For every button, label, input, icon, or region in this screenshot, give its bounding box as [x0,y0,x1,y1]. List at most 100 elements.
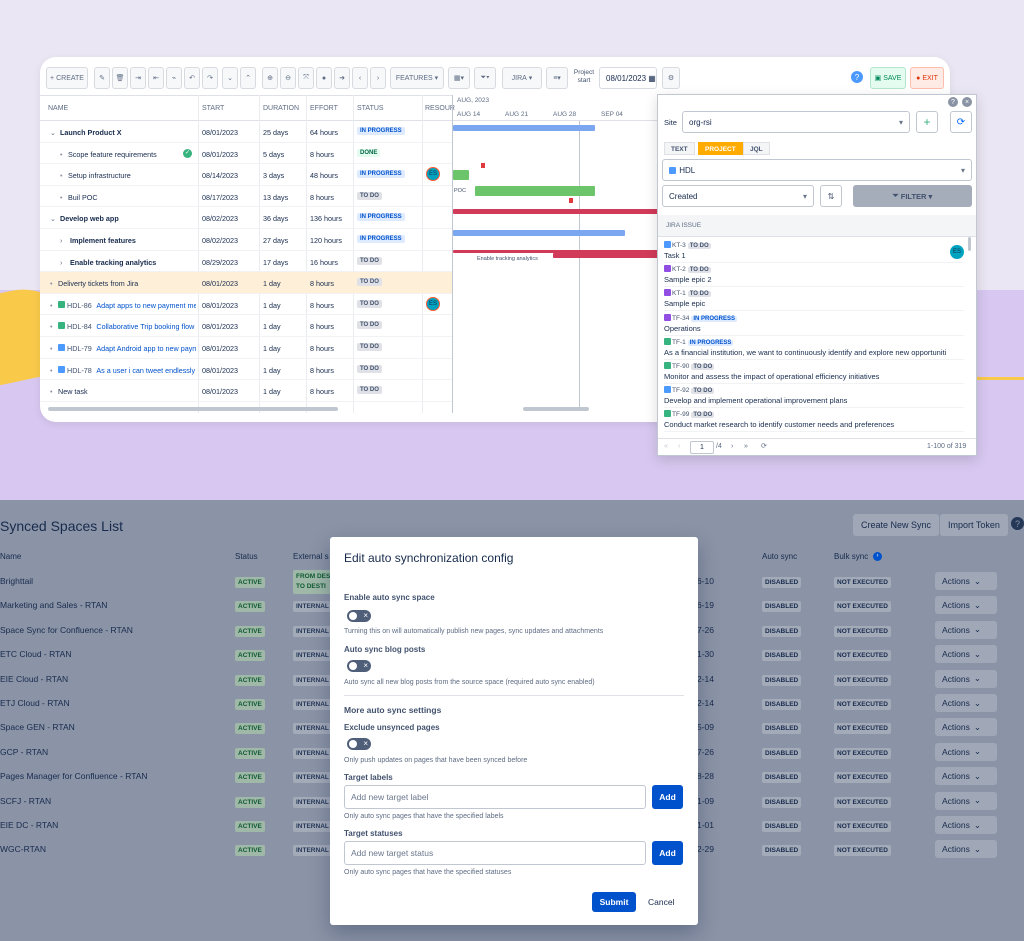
space-name[interactable]: EIE DC - RTAN [0,820,59,830]
zoom-out-icon[interactable]: ⊖ [280,67,296,89]
zoom-in-icon[interactable]: ⊕ [262,67,278,89]
more-dropdown[interactable]: ≡▾ [546,67,568,89]
col-resource[interactable]: RESOUR [425,105,455,112]
today-icon[interactable]: ● [316,67,332,89]
jira-issue-row[interactable]: TF-90 TO DO Monitor and assess the impact … [664,360,964,384]
space-name[interactable]: GCP - RTAN [0,746,49,757]
add-target-status-button[interactable]: Add [652,841,683,865]
filter-button[interactable]: ⏷ FILTER ▾ [853,185,972,207]
task-row[interactable]: ⌄ Develop web app 08/02/2023 36 days 136 hou… [40,207,452,229]
close-icon[interactable]: × [962,97,972,107]
next-icon[interactable]: ➜ [334,67,350,89]
target-label-input[interactable]: Add new target label [344,785,646,809]
task-row[interactable]: • HDL-79 Adapt Android app to new payme 08/… [40,337,452,359]
redo-icon[interactable]: ↷ [202,67,218,89]
expand-chevron-icon[interactable]: › [60,257,63,267]
actions-dropdown[interactable]: Actions ⌄ [935,742,997,761]
expand-chevron-icon[interactable]: › [60,236,63,245]
actions-dropdown[interactable]: Actions ⌄ [935,718,997,737]
space-name[interactable]: Pages Manager for Confluence - RTAN [0,771,148,782]
gantt-bar-implement[interactable] [453,230,625,236]
space-name[interactable]: Marketing and Sales - RTAN [0,600,108,611]
create-new-sync-button[interactable]: Create New Sync [853,514,940,536]
outdent-icon[interactable]: ⇤ [148,67,164,89]
expand-icon[interactable]: ⌄ [222,67,238,89]
undo-icon[interactable]: ↶ [184,67,200,89]
gantt-bar-develop[interactable] [453,209,658,214]
cancel-button[interactable]: Cancel [648,897,675,907]
page-input[interactable]: 1 [690,441,714,454]
task-row[interactable]: › Enable tracking analytics 08/29/2023 17 d… [40,251,452,273]
gantt-bar-setup[interactable] [453,170,469,180]
jira-issue-row[interactable]: TF-99 TO DO Conduct market research to ide… [664,408,964,433]
sort-select[interactable]: Created ▾ [662,185,814,207]
create-button[interactable]: + CREATE [46,67,88,89]
enable-auto-sync-toggle[interactable]: × [347,610,371,622]
actions-dropdown[interactable]: Actions ⌄ [935,669,997,688]
task-row[interactable]: • HDL-78 As a user i can tweet endlessly a… [40,359,452,381]
tab-jql[interactable]: JQL [743,142,770,155]
col-status[interactable]: STATUS [357,105,384,112]
help-icon[interactable]: ? [851,71,863,83]
project-select[interactable]: HDL ▾ [662,159,972,181]
collapse-icon[interactable]: ⌃ [240,67,256,89]
jira-issue-row[interactable]: KT-3 TO DO Task 1 ES [664,239,964,263]
space-name[interactable]: ETJ Cloud - RTAN [0,698,70,708]
task-row[interactable]: • Setup infrastructure 08/14/2023 3 days 48 … [40,164,452,186]
jira-dropdown[interactable]: JIRA ▾ [502,67,542,89]
grid-scrollbar[interactable] [48,407,338,411]
space-name[interactable]: Space Sync for Confluence - RTAN [0,624,133,635]
space-name[interactable]: EIE Cloud - RTAN [0,673,69,684]
space-name[interactable]: Space GEN - RTAN [0,722,75,733]
col-effort[interactable]: EFFORT [310,105,338,112]
task-row[interactable]: • New task 08/01/2023 1 day 8 hours TO DO [40,380,452,402]
task-row[interactable]: • Deliverty tickets from Jira 08/01/2023 1 … [40,272,452,294]
jira-issue-row[interactable]: KT-1 TO DO Sample epic [664,287,964,312]
blog-posts-toggle[interactable]: × [347,660,371,672]
refresh-icon[interactable]: ⟳ [950,111,972,133]
gantt-bar-launch[interactable] [453,125,595,131]
panel-help-icon[interactable]: ? [948,97,958,107]
link-icon[interactable]: ⌁ [166,67,182,89]
info-icon[interactable]: › [873,552,882,561]
actions-dropdown[interactable]: Actions ⌄ [935,572,997,590]
tab-text[interactable]: TEXT [664,142,695,155]
refresh-page-icon[interactable]: ⟳ [761,443,767,450]
task-row[interactable]: • HDL-86 Adapt apps to new payment met 08/0… [40,294,452,316]
sort-order-icon[interactable]: ⇅ [820,185,842,207]
space-name[interactable]: Brighttail [0,576,34,586]
jira-issue-row[interactable]: KT-2 TO DO Sample epic 2 [664,263,964,288]
actions-dropdown[interactable]: Actions ⌄ [935,816,997,834]
task-row[interactable]: • Scope feature requirements ✓ 08/01/2023 5 … [40,143,452,165]
site-select[interactable]: org-rsi ▾ [682,111,910,133]
add-site-button[interactable]: + [916,111,938,133]
settings-gear-icon[interactable]: ⚙ [662,67,680,89]
project-start-date[interactable]: 08/01/2023 ▦ [599,67,657,89]
actions-dropdown[interactable]: Actions ⌄ [935,767,997,786]
task-row[interactable]: • HDL-84 Collaborative Trip booking flow 08… [40,315,452,337]
exit-button[interactable]: ● EXIT [910,67,944,89]
expand-chevron-icon[interactable]: ⌄ [50,128,57,137]
submit-button[interactable]: Submit [592,892,636,912]
col-duration[interactable]: DURATION [263,105,300,112]
task-row[interactable]: › Implement features 08/02/2023 27 days 120 … [40,229,452,251]
tab-project[interactable]: PROJECT [698,142,743,155]
jira-issue-row[interactable]: TF-34 IN PROGRESS Operations [664,312,964,336]
actions-dropdown[interactable]: Actions ⌄ [935,791,997,810]
timeline-scrollbar[interactable] [523,407,589,411]
actions-dropdown[interactable]: Actions ⌄ [935,840,997,859]
target-status-input[interactable]: Add new target status [344,841,646,865]
actions-dropdown[interactable]: Actions ⌄ [935,694,997,712]
actions-dropdown[interactable]: Actions ⌄ [935,596,997,615]
last-page-icon[interactable]: » [744,443,748,450]
add-target-label-button[interactable]: Add [652,785,683,809]
issue-list-scrollbar[interactable] [968,237,971,251]
help-icon[interactable]: ? [1011,517,1024,530]
col-name[interactable]: NAME [48,105,69,112]
task-row[interactable]: • Buil POC 08/17/2023 13 days 8 hours TO DO [40,186,452,208]
gantt-bar-analytics[interactable] [553,253,658,258]
fit-icon[interactable]: ⤧ [298,67,314,89]
actions-dropdown[interactable]: Actions ⌄ [935,645,997,664]
space-name[interactable]: ETC Cloud - RTAN [0,649,72,660]
indent-icon[interactable]: ⇥ [130,67,146,89]
